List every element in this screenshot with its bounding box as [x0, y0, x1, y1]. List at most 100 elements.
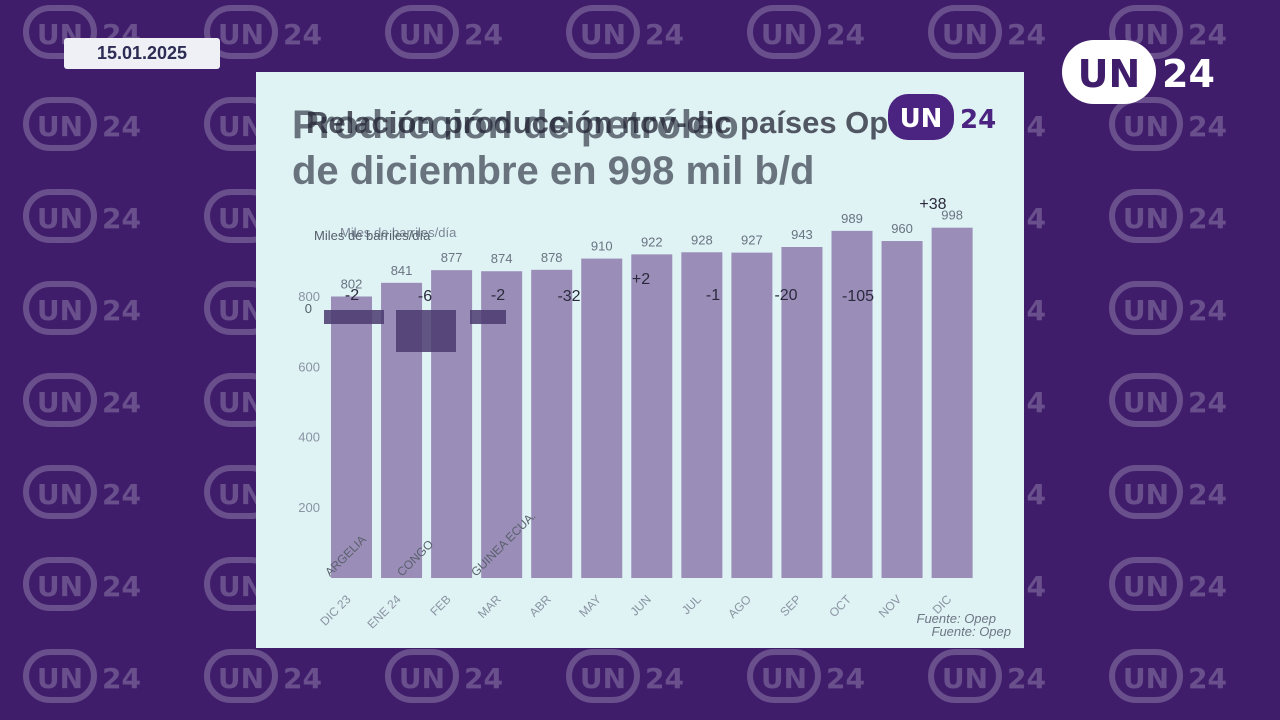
un24-logo: UN 24 — [1062, 40, 1215, 104]
watermark-logo: UN 24 — [23, 189, 141, 243]
watermark-logo: UN 24 — [23, 557, 141, 611]
watermark-logo: UN 24 — [204, 5, 322, 59]
watermark-logo: UN 24 — [928, 649, 1046, 703]
bar-value-label: 877 — [441, 250, 463, 265]
bar — [931, 227, 973, 578]
bar — [531, 269, 573, 578]
watermark-logo: UN 24 — [1109, 281, 1227, 335]
bar-value-label: 960 — [891, 221, 913, 236]
card-logo: UN 24 — [888, 94, 996, 140]
watermark-number: 24 — [645, 662, 684, 695]
watermark-badge — [23, 465, 97, 519]
watermark-number: 24 — [826, 662, 865, 695]
watermark-badge — [23, 97, 97, 151]
x-tick-label: ABR — [526, 592, 554, 620]
watermark-number: 24 — [102, 294, 141, 327]
watermark-logo: UN 24 — [928, 5, 1046, 59]
watermark-logo: UN 24 — [204, 649, 322, 703]
x-tick-label: AGO — [725, 592, 754, 621]
y-axis-label: Miles de barriles/día — [340, 225, 457, 240]
y-tick-label: 600 — [298, 359, 320, 374]
watermark-number: 24 — [1188, 18, 1227, 51]
bar-value-label: 802 — [341, 276, 363, 291]
watermark-mark: UN — [37, 570, 83, 603]
watermark-number: 24 — [464, 662, 503, 695]
change-label: -6 — [418, 288, 432, 305]
watermark-logo: UN 24 — [747, 5, 865, 59]
watermark-mark: UN — [37, 294, 83, 327]
watermark-number: 24 — [1007, 18, 1046, 51]
watermark-mark: UN — [37, 202, 83, 235]
watermark-logo: UN 24 — [566, 649, 684, 703]
bar-value-label: 874 — [491, 251, 513, 266]
change-label: -2 — [491, 287, 505, 304]
watermark-mark: UN — [1123, 662, 1169, 695]
watermark-badge — [204, 5, 278, 59]
watermark-mark: UN — [1123, 110, 1169, 143]
watermark-number: 24 — [1007, 662, 1046, 695]
watermark-number: 24 — [1188, 294, 1227, 327]
watermark-logo: UN 24 — [1109, 465, 1227, 519]
x-tick-label: OCT — [826, 592, 854, 620]
watermark-mark: UN — [942, 18, 988, 51]
date-badge: 15.01.2025 — [64, 38, 220, 69]
y-tick-label: 800 — [298, 289, 320, 304]
watermark-logo: UN 24 — [23, 97, 141, 151]
bar — [631, 254, 673, 579]
chart-title-line: Producción de petróleo — [292, 103, 739, 147]
watermark-number: 24 — [283, 18, 322, 51]
watermark-logo: UN 24 — [1109, 557, 1227, 611]
watermark-badge — [1109, 97, 1183, 151]
x-tick-label: JUN — [628, 592, 654, 618]
watermark-badge — [23, 649, 97, 703]
watermark-badge — [1109, 649, 1183, 703]
watermark-mark: UN — [580, 18, 626, 51]
watermark-logo: UN 24 — [1109, 373, 1227, 427]
watermark-mark: UN — [1123, 478, 1169, 511]
watermark-number: 24 — [102, 570, 141, 603]
watermark-mark: UN — [218, 18, 264, 51]
subchart-title-line: Relación producción nov-dic países Opep — [306, 105, 924, 140]
x-tick-label: FEB — [427, 592, 453, 618]
watermark-number: 24 — [102, 478, 141, 511]
watermark-badge — [385, 5, 459, 59]
bar — [781, 247, 823, 578]
watermark-badge — [1109, 189, 1183, 243]
watermark-logo: UN 24 — [385, 5, 503, 59]
watermark-logo: UN 24 — [1109, 189, 1227, 243]
subchart-bar — [396, 310, 456, 352]
card-logo-badge — [888, 94, 954, 140]
watermark-logo: UN 24 — [747, 649, 865, 703]
watermark-logo: UN 24 — [23, 465, 141, 519]
watermark-logo: UN 24 — [385, 649, 503, 703]
watermark-badge — [928, 5, 1002, 59]
bar-value-label: 878 — [541, 250, 563, 265]
watermark-number: 24 — [1188, 202, 1227, 235]
watermark-logo: UN 24 — [23, 649, 141, 703]
watermark-logo: UN 24 — [1109, 649, 1227, 703]
watermark-badge — [23, 5, 97, 59]
change-label: -20 — [774, 287, 797, 304]
bar-value-label: 922 — [641, 234, 663, 249]
watermark-number: 24 — [645, 18, 684, 51]
change-label: +2 — [632, 271, 650, 288]
watermark-number: 24 — [1188, 478, 1227, 511]
watermark-number: 24 — [1188, 110, 1227, 143]
bar — [831, 230, 873, 578]
watermark-badge — [385, 649, 459, 703]
watermark-mark: UN — [37, 478, 83, 511]
subchart-y-axis-label: Miles de barriles/día — [314, 228, 431, 243]
watermark-badge — [23, 373, 97, 427]
logo-badge — [1062, 40, 1156, 104]
watermark-number: 24 — [102, 110, 141, 143]
watermark-badge — [747, 649, 821, 703]
watermark-badge — [566, 649, 640, 703]
watermark-mark: UN — [218, 662, 264, 695]
bar — [681, 252, 723, 578]
watermark-badge — [204, 649, 278, 703]
watermark-badge — [23, 557, 97, 611]
watermark-badge — [1109, 557, 1183, 611]
watermark-mark: UN — [399, 662, 445, 695]
y-tick-label: 400 — [298, 430, 320, 445]
bar — [731, 252, 773, 579]
